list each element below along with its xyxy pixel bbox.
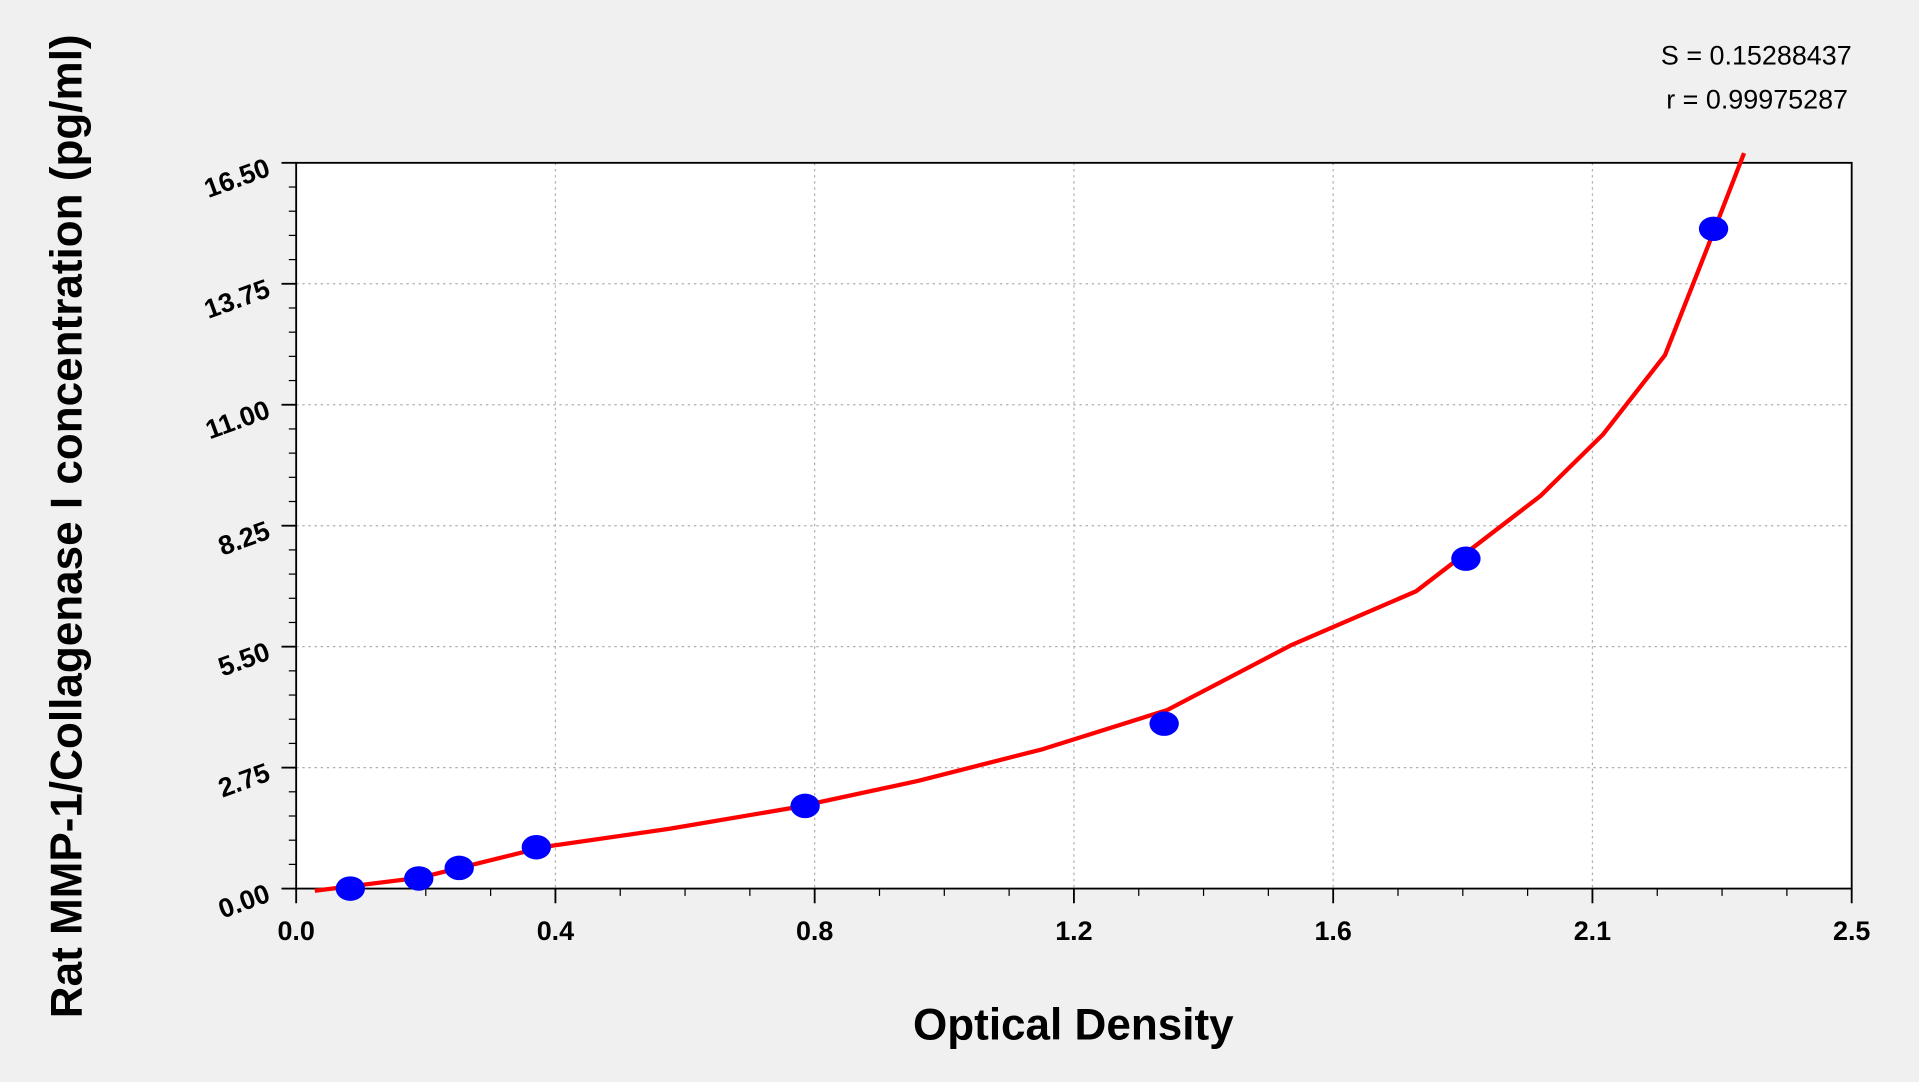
data-point xyxy=(335,876,365,901)
x-tick-label: 0.4 xyxy=(537,916,574,946)
x-tick-label: 1.6 xyxy=(1314,916,1351,946)
y-tick-label: 5.50 xyxy=(214,636,273,682)
marks xyxy=(314,152,1747,901)
annotation: r = 0.99975287 xyxy=(1666,85,1848,115)
y-tick-label: 11.00 xyxy=(202,394,274,445)
data-point xyxy=(790,793,820,819)
data-point xyxy=(1698,216,1729,242)
x-tick-label: 2.1 xyxy=(1574,916,1611,946)
data-point xyxy=(521,834,552,860)
y-tick-label: 2.75 xyxy=(214,757,274,803)
y-tick-label: 13.75 xyxy=(200,273,274,324)
y-axis-title: Rat MMP-1/Collagenase I concentration (p… xyxy=(42,34,91,1018)
data-point xyxy=(1149,711,1179,736)
data-point xyxy=(404,866,434,891)
x-tick-label: 2.5 xyxy=(1833,916,1870,946)
x-tick-label: 1.2 xyxy=(1055,916,1092,946)
y-tick-label: 0.00 xyxy=(214,878,273,924)
x-axis-title: Optical Density xyxy=(913,1001,1234,1050)
y-tick-label: 8.25 xyxy=(214,515,274,561)
x-tick-label: 0.0 xyxy=(277,916,314,946)
x-tick-label: 0.8 xyxy=(796,916,833,946)
data-point xyxy=(444,855,474,881)
y-tick-label: 16.50 xyxy=(200,153,274,204)
annotation: S = 0.15288437 xyxy=(1661,41,1852,71)
plot-frame xyxy=(295,161,1853,890)
data-point xyxy=(1451,546,1481,571)
fit-curve xyxy=(314,152,1747,893)
